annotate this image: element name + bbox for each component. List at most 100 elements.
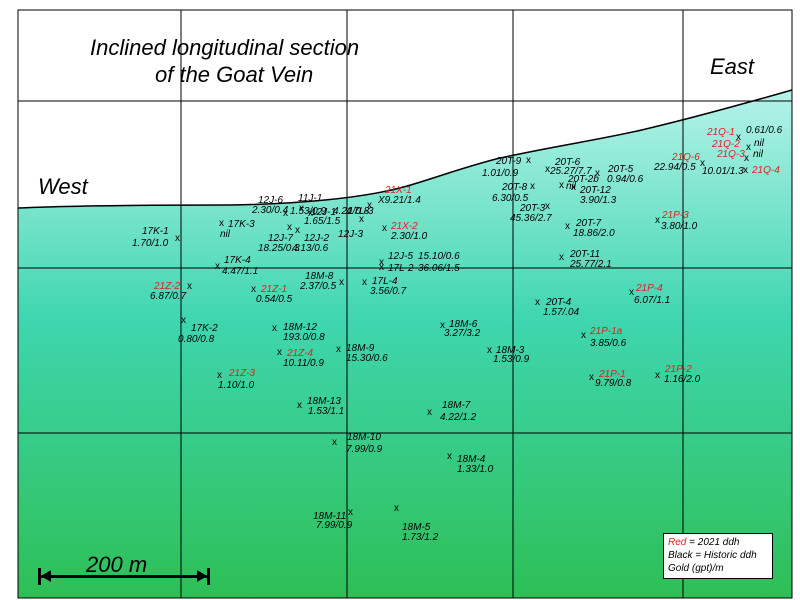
hole-marker-icon: x xyxy=(589,372,594,383)
hole-id-label: 12J-7 xyxy=(268,233,293,244)
legend-red-rest: = 2021 ddh xyxy=(686,537,740,548)
hole-id-label: 18M-10 xyxy=(347,432,381,443)
hole-grade-label: 4.21/0.8 xyxy=(333,206,370,217)
scale-bar: 200 m xyxy=(38,552,210,592)
hole-marker-icon: x xyxy=(530,181,535,192)
hole-marker-icon: x xyxy=(308,208,313,219)
hole-grade-label: 3.56/0.7 xyxy=(370,286,407,297)
hole-grade-label: 1.53/0.9 xyxy=(290,206,327,217)
hole-grade-label: 2.30/1.0 xyxy=(390,231,428,242)
hole-id-label: 20T-7 xyxy=(575,218,602,229)
hole-id-label: 21X-2 xyxy=(390,221,418,232)
hole-grade-label: 3.90/1.3 xyxy=(580,195,617,206)
hole-marker-icon: x xyxy=(272,323,277,334)
hole-id-label: 18M-13 xyxy=(307,396,341,407)
hole-marker-icon: x xyxy=(571,182,576,193)
grid xyxy=(17,9,793,599)
hole-marker-icon: x xyxy=(359,214,364,225)
hole-grade-label: 1.57/.04 xyxy=(543,307,580,318)
hole-marker-icon: x xyxy=(655,370,660,381)
hole-marker-icon: x xyxy=(217,370,222,381)
scale-arrow-right-icon xyxy=(197,570,207,582)
hole-marker-icon: x xyxy=(394,503,399,514)
hole-marker-icon: x xyxy=(297,400,302,411)
hole-marker-icon: x xyxy=(559,252,564,263)
hole-marker-icon: x xyxy=(362,277,367,288)
hole-marker-icon: x xyxy=(629,287,634,298)
hole-marker-icon: x xyxy=(743,165,748,176)
hole-id-label: 21Z-1 xyxy=(260,284,287,295)
hole-grade-label: 0.94/0.6 xyxy=(607,174,644,185)
hole-marker-icon: x xyxy=(655,215,660,226)
hole-marker-icon: x xyxy=(595,168,600,179)
hole-grade-label: 3.27/3.2 xyxy=(444,328,481,339)
hole-marker-icon: x xyxy=(440,320,445,331)
hole-grade-label: 45.36/2.7 xyxy=(510,213,552,224)
hole-grade-label: 7.99/0.9 xyxy=(346,444,383,455)
hole-marker-icon: x xyxy=(379,257,384,268)
hole-grade-label: 1.01/0.9 xyxy=(482,168,519,179)
hole-grade-label: 25.27/7.7 xyxy=(549,166,592,177)
hole-marker-icon: x xyxy=(700,158,705,169)
hole-grade-label: 0.80/0.8 xyxy=(178,334,215,345)
hole-id-label: 11J-1 xyxy=(298,193,322,204)
hole-grade-label: 15.10/0.6 xyxy=(418,251,460,262)
hole-id-label: 18M-5 xyxy=(402,522,431,533)
hole-marker-icon: x xyxy=(299,203,304,214)
hole-marker-icon: x xyxy=(581,330,586,341)
hole-marker-icon: x xyxy=(382,223,387,234)
hole-grade-label: nil xyxy=(753,149,764,160)
hole-id-label: 20T-9 xyxy=(495,156,522,167)
hole-marker-icon: x xyxy=(367,200,372,211)
hole-grade-label: nil xyxy=(566,181,577,192)
hole-grade-label: 10.01/1.3 xyxy=(702,166,744,177)
hole-grade-label: 9.79/0.8 xyxy=(595,378,632,389)
hole-id-label: 18M-12 xyxy=(283,322,317,333)
hole-grade-label: 0.61/0.6 xyxy=(746,125,783,136)
hole-marker-icon: x xyxy=(219,218,224,229)
hole-marker-icon: x xyxy=(187,281,192,292)
hole-grade-label: 1.53/1.1 xyxy=(308,406,344,417)
hole-grade-label: 1.10/1.0 xyxy=(218,380,255,391)
legend-gold: Gold (gpt)/m xyxy=(668,563,724,574)
hole-grade-label: 18.86/2.0 xyxy=(573,228,615,239)
hole-marker-icon: x xyxy=(336,344,341,355)
hole-grade-label: 6.87/0.7 xyxy=(150,291,187,302)
hole-marker-icon: x xyxy=(559,180,564,191)
hole-id-label: 17K-4 xyxy=(224,255,251,266)
hole-grade-label: 7.99/0.9 xyxy=(316,520,353,531)
hole-id-label: 18M-8 xyxy=(305,271,334,282)
hole-id-label: 18M-6 xyxy=(449,319,478,330)
hole-marker-icon: x xyxy=(736,132,741,143)
hole-grade-label: nil xyxy=(220,229,231,240)
hole-marker-icon: x xyxy=(348,507,353,518)
hole-marker-icon: x xyxy=(535,297,540,308)
hole-grade-label: 15.30/0.6 xyxy=(346,353,388,364)
hole-marker-icon: x xyxy=(295,225,300,236)
east-label: East xyxy=(710,54,755,79)
hole-id-label: 12J-1 xyxy=(311,207,336,218)
scale-arrow-left-icon xyxy=(41,570,51,582)
hole-marker-icon: x xyxy=(744,153,749,164)
hole-marker-icon: x xyxy=(332,437,337,448)
scale-bar-label: 200 m xyxy=(86,552,148,577)
hole-id-label: 17K-2 xyxy=(191,323,218,334)
hole-id-label: 20T-12 xyxy=(579,185,611,196)
hole-grade-label: 6.07/1.1 xyxy=(634,295,670,306)
hole-grade-label: 3.80/1.0 xyxy=(661,221,698,232)
hole-id-label: 18M-7 xyxy=(442,400,471,411)
hole-id-label: 12J-5 xyxy=(388,251,413,262)
hole-id-label: 20T-4 xyxy=(545,297,572,308)
hole-grade-label: 4.13/0.6 xyxy=(292,243,329,254)
hole-grade-label: 1.53/0.9 xyxy=(493,354,530,365)
hole-marker-icon: x xyxy=(526,155,531,166)
hole-grade-label: 193.0/0.8 xyxy=(283,332,325,343)
hole-id-label: 21Q-3 xyxy=(716,149,745,160)
hole-id-label: 21Q-1 xyxy=(706,127,735,138)
hole-grade-label: 10.11/0.9 xyxy=(283,358,324,369)
hole-id-label: 20T-2b xyxy=(567,174,599,185)
hole-grade-label: 1.33/1.0 xyxy=(457,464,494,475)
hole-marker-icon: x xyxy=(175,233,180,244)
